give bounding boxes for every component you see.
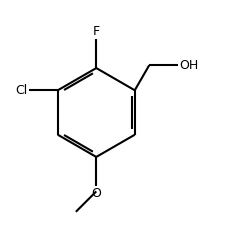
Text: O: O — [91, 187, 101, 200]
Text: OH: OH — [179, 59, 198, 72]
Text: Cl: Cl — [16, 84, 28, 97]
Text: F: F — [93, 25, 100, 38]
